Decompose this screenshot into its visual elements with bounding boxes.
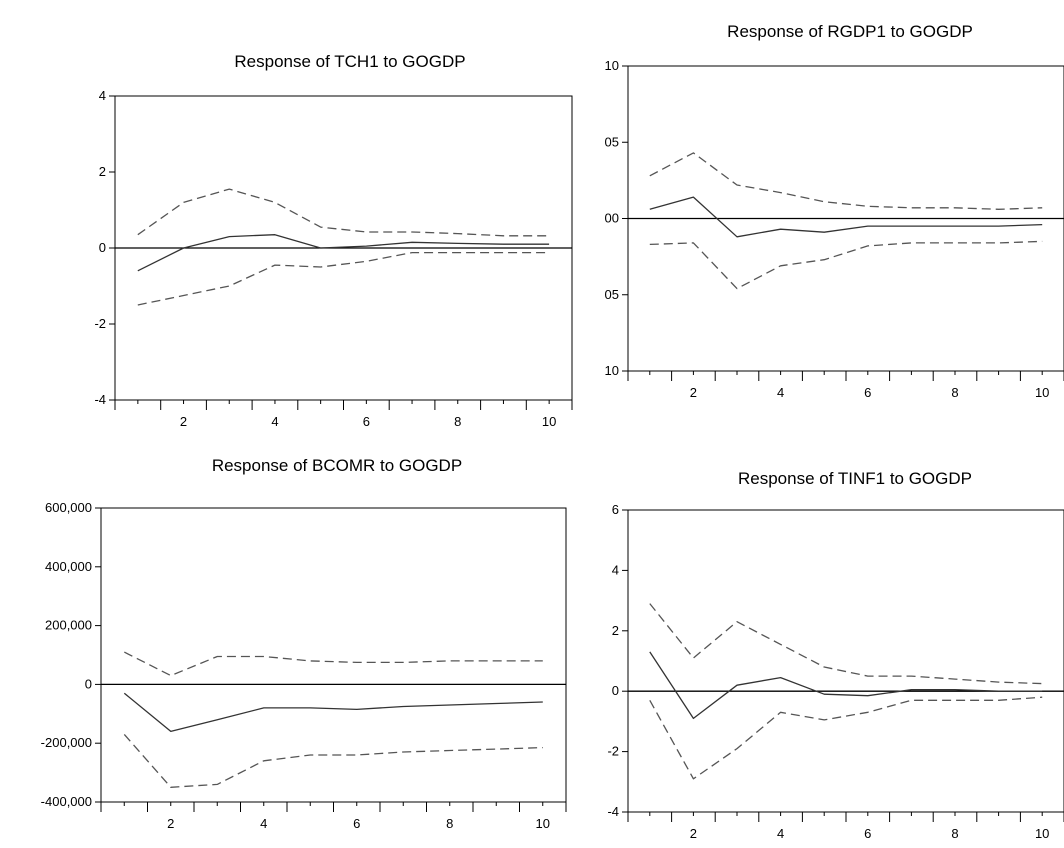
y-tick-label: -2 [94,316,106,331]
x-tick-label: 8 [951,385,958,400]
x-tick-label: 6 [363,414,370,429]
x-tick-label: 10 [1035,826,1049,841]
plot-frame [627,509,1064,813]
y-tick-label: 00 [605,211,619,226]
y-tick-label: -4 [94,392,106,407]
upper-band-line [137,188,550,237]
x-tick-label: 6 [864,385,871,400]
plot-frame [100,507,567,803]
y-tick-label: 6 [612,502,619,517]
y-tick-label: 2 [612,623,619,638]
y-tick-label: 2 [99,164,106,179]
x-tick-label: 10 [536,816,550,831]
y-tick-label: -200,000 [41,735,92,750]
x-tick-label: 2 [167,816,174,831]
x-tick-label: 8 [951,826,958,841]
y-tick-label: 200,000 [45,618,92,633]
y-tick-label: 10 [605,58,619,73]
lower-band-line [649,696,1043,780]
y-tick-label: -2 [607,744,619,759]
chart-title: Response of TINF1 to GOGDP [738,469,972,488]
x-tick-label: 8 [446,816,453,831]
x-tick-label: 10 [1035,385,1049,400]
chart-panel-3: Response of BCOMR to GOGDP 600,000 400,000… [41,456,567,831]
x-tick-label: 2 [180,414,187,429]
response-line [137,234,550,272]
upper-band-line [649,603,1043,685]
y-tick-label: 0 [612,683,619,698]
y-tick-label: 0 [85,676,92,691]
response-line [649,196,1043,238]
x-tick-label: 2 [690,385,697,400]
chart-panel-4: Response of TINF1 to GOGDP 6 4 2 0 -2 -4 2 4 6 8 10 [607,469,1064,841]
y-tick-label: 05 [605,134,619,149]
chart-panel-2: Response of RGDP1 to GOGDP 10 05 00 05 10 2 4 6 8… [605,22,1064,400]
y-tick-label: -4 [607,804,619,819]
y-tick-label: 600,000 [45,500,92,515]
response-line [649,651,1043,720]
x-tick-label: 4 [777,385,784,400]
chart-title: Response of BCOMR to GOGDP [212,456,462,475]
y-tick-label: 10 [605,363,619,378]
y-tick-label: 4 [99,88,106,103]
y-tick-label: 400,000 [45,559,92,574]
y-tick-label: 05 [605,287,619,302]
x-tick-label: 10 [542,414,556,429]
x-tick-label: 6 [864,826,871,841]
y-tick-label: 0 [99,240,106,255]
response-line [123,692,543,733]
x-tick-label: 4 [777,826,784,841]
chart-title: Response of TCH1 to GOGDP [234,52,465,71]
lower-band-line [649,240,1043,290]
upper-band-line [649,152,1043,210]
lower-band-line [123,733,543,788]
chart-panel-1: Response of TCH1 to GOGDP 4 2 0 -2 -4 2 4 6 8 10 [94,52,573,429]
x-tick-label: 4 [260,816,267,831]
chart-title: Response of RGDP1 to GOGDP [727,22,973,41]
x-tick-label: 8 [454,414,461,429]
y-tick-label: -400,000 [41,794,92,809]
x-tick-label: 6 [353,816,360,831]
upper-band-line [124,651,543,677]
x-tick-label: 2 [690,826,697,841]
x-tick-label: 4 [271,414,278,429]
lower-band-line [137,251,550,306]
y-tick-label: 4 [612,562,619,577]
